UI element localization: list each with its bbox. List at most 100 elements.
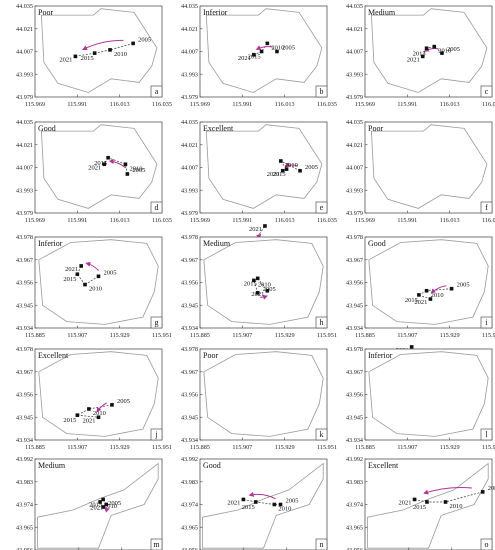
panel-frame <box>34 5 163 98</box>
data-point-2010 <box>83 282 87 287</box>
panel-title: Inferior <box>203 8 228 17</box>
point-label-2015: 2015 <box>244 280 257 287</box>
point-label-2021: 2021 <box>238 55 251 62</box>
point-label-2021: 2021 <box>399 499 412 506</box>
y-tick-label: 44.035 <box>16 119 33 126</box>
y-tick-label: 44.007 <box>346 49 363 56</box>
x-tick-label: 115.885 <box>25 332 45 339</box>
area-boundary <box>370 124 488 209</box>
area-boundary <box>368 239 489 325</box>
y-tick-label: 43.967 <box>346 369 363 376</box>
y-tick-label: 43.945 <box>346 302 363 309</box>
point-label-2021: 2021 <box>407 56 420 63</box>
y-tick-label: 44.021 <box>346 26 363 33</box>
panel-frame <box>34 121 163 214</box>
data-point-2021 <box>79 264 83 268</box>
x-tick-label: 115.951 <box>482 332 495 339</box>
point-label-2021: 2021 <box>65 266 78 273</box>
y-tick-label: 43.979 <box>346 210 363 217</box>
point-label-2010: 2010 <box>271 44 284 51</box>
panel-letter: h <box>320 318 324 327</box>
point-label-2005: 2005 <box>488 485 495 492</box>
trajectory-segment <box>253 280 259 293</box>
point-label-2010: 2010 <box>104 503 117 510</box>
panel-title: Inferior <box>368 351 393 360</box>
panel-o: 115.967115.981115.995116.00843.99243.983… <box>346 456 495 550</box>
x-tick-label: 115.929 <box>440 444 460 451</box>
point-label-2010: 2010 <box>258 281 271 288</box>
x-tick-label: 115.885 <box>190 444 210 451</box>
panel-frame <box>364 5 493 98</box>
point-label-2021: 2021 <box>251 291 264 298</box>
point-label-2005: 2005 <box>305 164 318 171</box>
y-tick-label: 43.967 <box>181 369 198 376</box>
data-point-2005 <box>110 403 114 407</box>
x-tick-label: 116.013 <box>440 101 460 108</box>
area-boundary <box>205 124 323 209</box>
x-tick-label: 115.969 <box>190 217 210 224</box>
y-tick-label: 43.934 <box>181 437 198 444</box>
point-label-2015: 2015 <box>273 171 286 178</box>
panel-letter-box <box>315 201 328 214</box>
panel-frame <box>34 348 163 441</box>
point-label-2015: 2015 <box>63 276 76 283</box>
y-tick-label: 43.934 <box>16 437 33 444</box>
panel-title: Poor <box>203 351 218 360</box>
x-tick-label: 115.951 <box>317 444 337 451</box>
y-tick-label: 43.978 <box>346 234 363 241</box>
y-tick-label: 43.979 <box>346 94 363 101</box>
y-tick-label: 43.974 <box>346 502 363 509</box>
panel-a: 115.969 115.991 116.013 116.035 44.035 44.021… <box>16 3 172 108</box>
data-point-2021 <box>420 54 425 59</box>
point-label-2005: 2005 <box>138 36 151 43</box>
x-tick-label: 116.035 <box>152 101 172 108</box>
panel-title: Medium <box>203 239 231 248</box>
data-point-2021 <box>409 345 414 349</box>
panel-letter: e <box>320 203 324 212</box>
y-tick-label: 43.967 <box>16 369 33 376</box>
y-tick-label: 44.021 <box>16 26 33 33</box>
point-label-2010: 2010 <box>438 48 451 55</box>
data-point-2015 <box>284 167 289 171</box>
y-tick-label: 43.956 <box>181 392 198 399</box>
point-label-2010: 2010 <box>431 292 444 299</box>
panel-d: 115.969 115.991 116.013 116.035 44.035 44.021… <box>16 119 172 224</box>
point-label-2010: 2010 <box>93 410 106 417</box>
data-point-2015 <box>101 497 105 502</box>
x-tick-label: 115.907 <box>67 332 87 339</box>
panel-b: 115.969 115.991 116.013 116.035 44.035 44.021… <box>181 3 337 108</box>
point-label-2015: 2015 <box>413 50 426 57</box>
x-tick-label: 115.907 <box>397 332 417 339</box>
data-point-2005 <box>255 291 260 295</box>
data-point-2015 <box>255 276 260 281</box>
direction-arrow <box>284 162 298 168</box>
point-label-2021: 2021 <box>59 56 72 63</box>
data-point-2021 <box>412 497 417 502</box>
panel-title: Poor <box>368 124 383 133</box>
y-tick-label: 44.035 <box>346 3 363 10</box>
point-label-2021: 2021 <box>88 164 101 171</box>
panel-frame <box>199 458 328 550</box>
y-tick-label: 43.993 <box>16 187 33 194</box>
y-tick-label: 43.956 <box>346 392 363 399</box>
x-tick-label: 115.969 <box>355 217 375 224</box>
trajectory-segment <box>255 501 275 505</box>
x-tick-label: 115.929 <box>110 332 130 339</box>
direction-arrow <box>82 39 124 50</box>
y-tick-label: 44.035 <box>16 3 33 10</box>
y-tick-label: 43.934 <box>346 437 363 444</box>
data-point-2005 <box>449 286 454 291</box>
y-tick-label: 43.956 <box>181 547 198 550</box>
panel-frame <box>364 348 493 441</box>
point-label-2005: 2005 <box>457 282 470 289</box>
y-tick-label: 43.978 <box>181 346 198 353</box>
y-tick-label: 43.965 <box>16 524 33 531</box>
x-tick-label: 115.885 <box>355 332 375 339</box>
area-boundary <box>370 8 488 93</box>
y-tick-label: 43.934 <box>346 325 363 332</box>
y-tick-label: 43.934 <box>16 325 33 332</box>
data-point-2010 <box>424 288 429 293</box>
trajectory-segment <box>426 288 452 292</box>
point-label-2010: 2010 <box>278 506 291 513</box>
x-tick-label: 115.929 <box>440 332 460 339</box>
